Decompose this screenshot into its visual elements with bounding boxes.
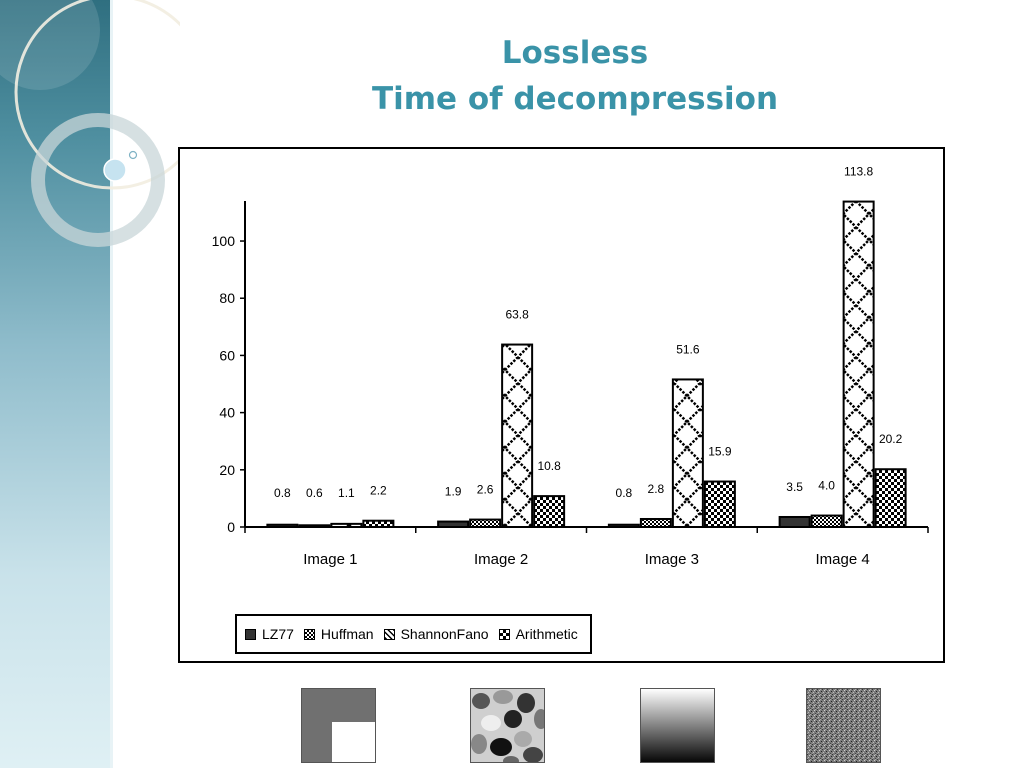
data-label: 0.6	[306, 486, 323, 500]
bar-shannonfano	[671, 378, 704, 528]
bar-lz77	[266, 523, 299, 528]
data-label: 2.6	[477, 483, 494, 497]
image-4-thumbnail	[806, 688, 881, 763]
data-label: 4.0	[818, 479, 835, 493]
data-label: 63.8	[505, 308, 529, 322]
image-thumbnails	[0, 688, 1024, 768]
bar-shannonfano	[842, 200, 875, 528]
chart-frame: 0 20 40 60 80 100 Image 1 Image 2 Image 3 Image 4…	[178, 147, 945, 663]
legend-label: LZ77	[262, 626, 294, 642]
y-tick-label: 80	[219, 290, 235, 306]
legend-item-huffman: Huffman	[303, 626, 374, 642]
title-line-2: Time of decompression	[371, 81, 779, 117]
legend-label: Huffman	[320, 626, 374, 642]
chart-bars	[266, 200, 907, 529]
x-category-label: Image 1	[303, 551, 357, 568]
x-category-label: Image 2	[474, 551, 528, 568]
legend-swatch	[245, 628, 256, 640]
slide-title: Lossless Time of decompression	[330, 30, 820, 122]
legend-item-arithmetic: Arithmetic	[498, 626, 578, 642]
bar-shannonfano	[501, 343, 534, 528]
gray-noise-texture-icon	[807, 689, 880, 762]
bar-arithmetic	[362, 519, 395, 528]
data-label: 2.8	[648, 482, 665, 496]
decorative-rings	[0, 0, 180, 247]
chart-labels: 0.8 1.9 0.8 3.5 0.6 2.6 2.8 4.0 1.1 63.8 51.6 113.8…	[274, 165, 903, 500]
legend-swatch	[498, 628, 510, 640]
medium-ring	[31, 113, 165, 247]
data-label: 51.6	[676, 342, 700, 356]
bar-lz77	[607, 523, 640, 528]
bar-shannonfano	[330, 522, 363, 529]
small-bubble	[128, 150, 138, 160]
data-label: 2.2	[370, 484, 387, 498]
legend-label: ShannonFano	[400, 626, 489, 642]
bar-huffman	[639, 517, 672, 528]
data-label: 1.1	[338, 486, 355, 500]
large-ring	[14, 0, 180, 190]
y-tick-label: 20	[219, 462, 235, 478]
x-category-label: Image 3	[645, 551, 699, 568]
legend-swatch	[383, 628, 395, 640]
gray-blobs-texture-icon	[471, 689, 544, 762]
legend-item-lz77: LZ77	[245, 626, 294, 642]
title-line-1: Lossless	[501, 35, 649, 71]
legend-swatch	[303, 628, 315, 640]
y-tick-label: 60	[219, 347, 235, 363]
bar-arithmetic	[874, 468, 907, 528]
bar-huffman	[469, 518, 502, 528]
bar-huffman	[298, 524, 331, 528]
legend-item-shannonfano: ShannonFano	[383, 626, 489, 642]
bar-chart: 0 20 40 60 80 100 Image 1 Image 2 Image 3 Image 4…	[212, 165, 929, 568]
data-label: 113.8	[844, 165, 873, 179]
data-label: 10.8	[537, 459, 561, 473]
y-tick-label: 100	[212, 233, 236, 249]
image-2-thumbnail	[470, 688, 545, 763]
bar-lz77	[437, 520, 470, 529]
bar-arithmetic	[703, 480, 736, 529]
image-3-thumbnail	[640, 688, 715, 763]
data-label: 1.9	[445, 485, 462, 499]
data-label: 0.8	[274, 486, 291, 500]
large-ring-fill	[0, 0, 100, 90]
data-label: 20.2	[879, 432, 903, 446]
data-label: 15.9	[708, 445, 732, 459]
x-category-label: Image 4	[816, 551, 870, 568]
chart-legend: LZ77 Huffman ShannonFano Arithmetic	[235, 614, 592, 654]
chart-axes: 0 20 40 60 80 100 Image 1 Image 2 Image 3 Image 4	[212, 201, 929, 568]
bubble	[103, 158, 127, 182]
image-1-thumbnail	[301, 688, 376, 763]
bar-arithmetic	[533, 495, 566, 528]
bar-lz77	[778, 515, 811, 529]
legend-label: Arithmetic	[515, 626, 578, 642]
gray-square-with-white-corner-icon	[302, 689, 375, 762]
y-tick-label: 40	[219, 405, 235, 421]
data-label: 3.5	[786, 480, 803, 494]
y-tick-label: 0	[227, 519, 235, 535]
data-label: 0.8	[616, 486, 633, 500]
bar-huffman	[810, 514, 843, 528]
white-to-black-gradient-icon	[641, 689, 714, 762]
